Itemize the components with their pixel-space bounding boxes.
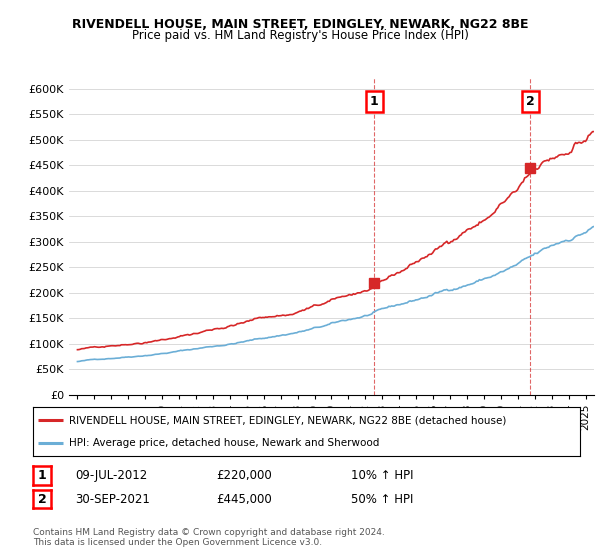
Text: 50% ↑ HPI: 50% ↑ HPI xyxy=(351,493,413,506)
Text: 10% ↑ HPI: 10% ↑ HPI xyxy=(351,469,413,482)
Text: RIVENDELL HOUSE, MAIN STREET, EDINGLEY, NEWARK, NG22 8BE (detached house): RIVENDELL HOUSE, MAIN STREET, EDINGLEY, … xyxy=(68,416,506,426)
Text: 2: 2 xyxy=(38,493,46,506)
Text: 1: 1 xyxy=(370,95,379,108)
Text: Price paid vs. HM Land Registry's House Price Index (HPI): Price paid vs. HM Land Registry's House … xyxy=(131,29,469,42)
Text: RIVENDELL HOUSE, MAIN STREET, EDINGLEY, NEWARK, NG22 8BE: RIVENDELL HOUSE, MAIN STREET, EDINGLEY, … xyxy=(72,18,528,31)
Text: Contains HM Land Registry data © Crown copyright and database right 2024.
This d: Contains HM Land Registry data © Crown c… xyxy=(33,528,385,547)
Text: 30-SEP-2021: 30-SEP-2021 xyxy=(75,493,150,506)
Text: 2: 2 xyxy=(526,95,535,108)
Text: HPI: Average price, detached house, Newark and Sherwood: HPI: Average price, detached house, Newa… xyxy=(68,438,379,448)
Text: £220,000: £220,000 xyxy=(216,469,272,482)
Text: 09-JUL-2012: 09-JUL-2012 xyxy=(75,469,147,482)
Text: £445,000: £445,000 xyxy=(216,493,272,506)
Text: 1: 1 xyxy=(38,469,46,482)
